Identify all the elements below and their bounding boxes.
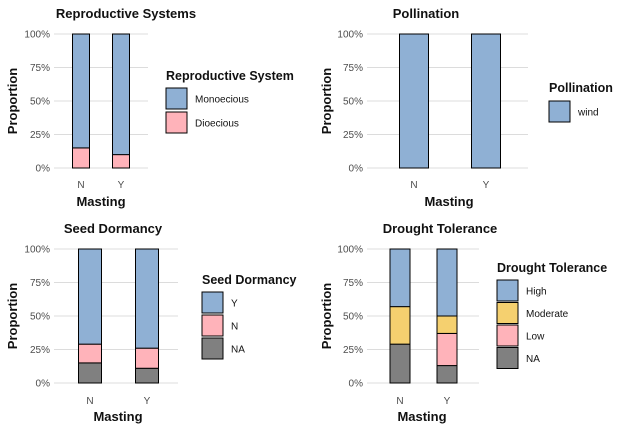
legend-swatch — [496, 302, 519, 324]
bar-segment-dioecious — [72, 147, 90, 169]
y-axis-title: Proportion — [319, 68, 334, 134]
bar-segment-monoecious — [72, 33, 90, 149]
legend-label: High — [526, 287, 547, 298]
chart-title: Pollination — [393, 6, 460, 21]
legend-label: N — [231, 322, 238, 333]
bar-segment-monoecious — [112, 33, 130, 156]
y-tick-label: 50% — [30, 97, 50, 108]
y-axis-title: Proportion — [319, 283, 334, 349]
y-tick-label: 100% — [24, 245, 50, 256]
bar-segment-na — [389, 343, 411, 384]
y-tick-label: 75% — [30, 63, 50, 74]
bar-segment-high — [436, 248, 458, 317]
legend-title: Reproductive System — [166, 69, 294, 83]
legend-label: NA — [526, 354, 540, 365]
legend-label: Y — [231, 299, 238, 310]
y-tick-label: 25% — [343, 345, 363, 356]
legend-swatch — [165, 87, 188, 110]
y-tick-label: 100% — [337, 245, 363, 256]
x-axis-title: Masting — [93, 409, 142, 424]
bar-segment-y — [78, 248, 102, 345]
legend-swatch — [496, 347, 519, 369]
legend: Seed Dormancy Y N NA — [201, 273, 297, 360]
y-tick-label: 0% — [349, 164, 364, 175]
legend: Drought Tolerance High Moderate Low NA — [496, 261, 607, 369]
legend-swatch — [201, 314, 224, 337]
x-axis-title: Masting — [397, 409, 446, 424]
x-tick-label: Y — [444, 396, 451, 407]
legend-swatch — [201, 337, 224, 360]
y-axis-title: Proportion — [5, 283, 20, 349]
legend-title: Drought Tolerance — [497, 261, 607, 275]
y-tick-label: 0% — [349, 379, 364, 390]
legend-swatch — [548, 100, 571, 123]
chart-panel-1: Reproductive Systems 0% 25% 50% 75% 100% N Y Mas… — [5, 6, 294, 209]
legend-label: Low — [526, 332, 545, 343]
bar-segment-wind — [471, 33, 501, 169]
legend-title: Pollination — [549, 81, 613, 95]
bar-segment-na — [78, 362, 102, 384]
legend-swatch — [201, 291, 224, 314]
y-axis-title: Proportion — [5, 68, 20, 134]
y-tick-label: 0% — [36, 164, 51, 175]
x-tick-label: N — [410, 180, 417, 191]
x-tick-label: N — [77, 180, 84, 191]
x-axis-title: Masting — [424, 194, 473, 209]
chart-panel-2: Pollination 0% 25% 50% 75% 100% N Y Masting Propo… — [319, 6, 613, 209]
legend-title: Seed Dormancy — [202, 273, 297, 287]
bar-segment-n — [78, 343, 102, 364]
y-tick-label: 75% — [343, 63, 363, 74]
chart-panel-4: Drought Tolerance 0% 25% 50% 75% 100% N Y Mastin… — [319, 221, 607, 424]
chart-title: Reproductive Systems — [56, 6, 196, 21]
x-tick-label: N — [396, 396, 403, 407]
y-tick-label: 25% — [343, 130, 363, 141]
bar-segment-n — [135, 347, 159, 369]
legend-label: NA — [231, 345, 245, 356]
x-tick-label: Y — [483, 180, 490, 191]
bar-segment-moderate — [389, 306, 411, 345]
y-tick-label: 25% — [30, 345, 50, 356]
y-tick-label: 75% — [30, 278, 50, 289]
legend-swatch — [496, 324, 519, 347]
bar-segment-dioecious — [112, 154, 130, 169]
bar-segment-y — [135, 248, 159, 349]
legend: Pollination wind — [548, 81, 613, 123]
y-tick-label: 50% — [343, 97, 363, 108]
y-tick-label: 50% — [30, 312, 50, 323]
bar-segment-high — [389, 248, 411, 308]
legend-label: Monoecious — [195, 95, 249, 106]
x-axis-title: Masting — [76, 194, 125, 209]
x-tick-label: Y — [118, 180, 125, 191]
bar-segment-moderate — [436, 315, 458, 334]
chart-title: Seed Dormancy — [64, 221, 163, 236]
legend-swatch — [496, 279, 519, 302]
x-tick-label: N — [86, 396, 93, 407]
y-tick-label: 75% — [343, 278, 363, 289]
y-tick-label: 50% — [343, 312, 363, 323]
y-tick-label: 25% — [30, 130, 50, 141]
y-tick-label: 100% — [337, 30, 363, 41]
legend-swatch — [165, 111, 188, 134]
bar-segment-wind — [399, 33, 429, 169]
chart-title: Drought Tolerance — [383, 221, 498, 236]
legend: Reproductive System Monoecious Dioecious — [165, 69, 294, 134]
legend-label: Moderate — [526, 309, 569, 320]
legend-label: wind — [577, 108, 599, 119]
legend-label: Dioecious — [195, 119, 239, 130]
bar-segment-na — [436, 365, 458, 384]
x-tick-label: Y — [144, 396, 151, 407]
bar-segment-low — [436, 332, 458, 367]
y-tick-label: 100% — [24, 30, 50, 41]
y-tick-label: 0% — [36, 379, 51, 390]
bar-segment-na — [135, 367, 159, 384]
